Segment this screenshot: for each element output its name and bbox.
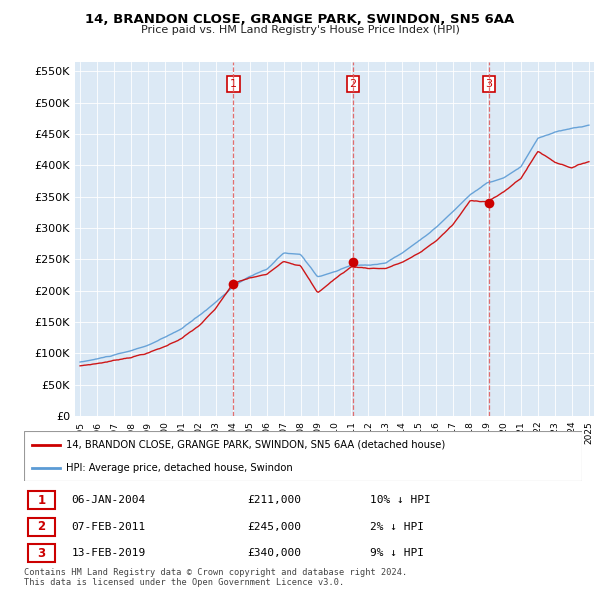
Text: 3: 3: [38, 546, 46, 560]
Text: 13-FEB-2019: 13-FEB-2019: [71, 548, 146, 558]
Text: £211,000: £211,000: [247, 495, 301, 505]
FancyBboxPatch shape: [28, 517, 55, 536]
Text: 1: 1: [230, 79, 237, 89]
Text: HPI: Average price, detached house, Swindon: HPI: Average price, detached house, Swin…: [66, 463, 293, 473]
Text: 10% ↓ HPI: 10% ↓ HPI: [370, 495, 431, 505]
Text: £245,000: £245,000: [247, 522, 301, 532]
Text: 1: 1: [38, 493, 46, 507]
Text: 9% ↓ HPI: 9% ↓ HPI: [370, 548, 424, 558]
FancyBboxPatch shape: [28, 491, 55, 509]
Text: 07-FEB-2011: 07-FEB-2011: [71, 522, 146, 532]
Text: Contains HM Land Registry data © Crown copyright and database right 2024.
This d: Contains HM Land Registry data © Crown c…: [24, 568, 407, 587]
FancyBboxPatch shape: [24, 431, 582, 481]
Text: 14, BRANDON CLOSE, GRANGE PARK, SWINDON, SN5 6AA: 14, BRANDON CLOSE, GRANGE PARK, SWINDON,…: [85, 13, 515, 26]
Text: 2% ↓ HPI: 2% ↓ HPI: [370, 522, 424, 532]
Text: 3: 3: [485, 79, 493, 89]
Text: 2: 2: [350, 79, 357, 89]
Text: £340,000: £340,000: [247, 548, 301, 558]
Text: 2: 2: [38, 520, 46, 533]
Text: Price paid vs. HM Land Registry's House Price Index (HPI): Price paid vs. HM Land Registry's House …: [140, 25, 460, 35]
Text: 14, BRANDON CLOSE, GRANGE PARK, SWINDON, SN5 6AA (detached house): 14, BRANDON CLOSE, GRANGE PARK, SWINDON,…: [66, 440, 445, 450]
Text: 06-JAN-2004: 06-JAN-2004: [71, 495, 146, 505]
FancyBboxPatch shape: [28, 544, 55, 562]
